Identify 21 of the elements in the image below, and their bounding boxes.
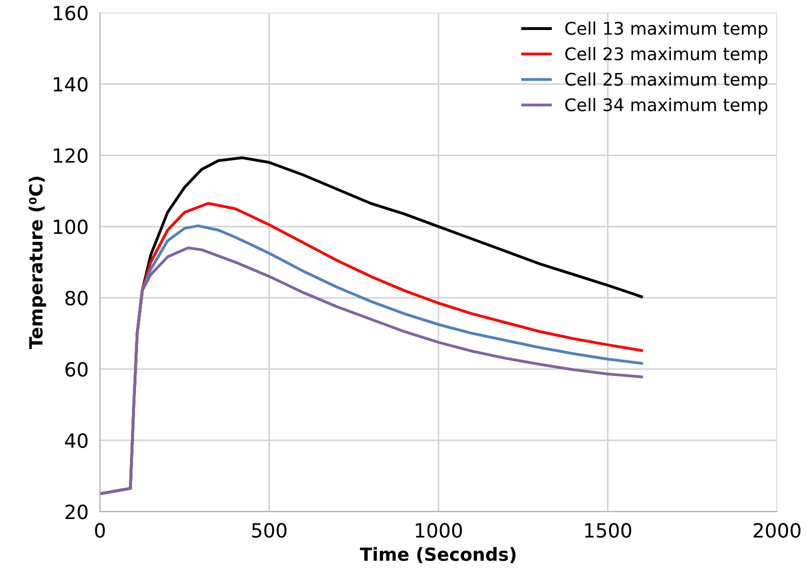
y-tick-label: 20: [66, 504, 88, 520]
y-tick-label: 40: [65, 433, 88, 448]
y-tick-label: 60: [65, 362, 88, 377]
y-tick-label: 120: [54, 148, 88, 163]
line-series: [136, 224, 643, 365]
y-tick-label: 140: [54, 76, 88, 92]
x-tick-label: 1000: [416, 523, 462, 538]
y-axis-title: Temperature (⁰C): [28, 176, 46, 349]
x-tick-label: 500: [252, 523, 286, 538]
line-series: [100, 246, 643, 496]
legend-label: Cell 25 maximum temp: [565, 72, 768, 90]
y-tick-label: 100: [54, 219, 88, 234]
x-tick-label: 1500: [585, 523, 632, 538]
x-tick-label: 0: [95, 523, 105, 538]
legend-label: Cell 13 maximum temp: [565, 21, 768, 38]
x-axis-title: Time (Seconds): [360, 547, 516, 564]
x-tick-label: 2000: [754, 523, 800, 538]
y-tick-label: 80: [65, 290, 88, 306]
y-tick-label: 160: [54, 6, 88, 20]
legend-label: Cell 34 maximum temp: [565, 98, 768, 115]
legend-label: Cell 23 maximum temp: [565, 46, 768, 64]
